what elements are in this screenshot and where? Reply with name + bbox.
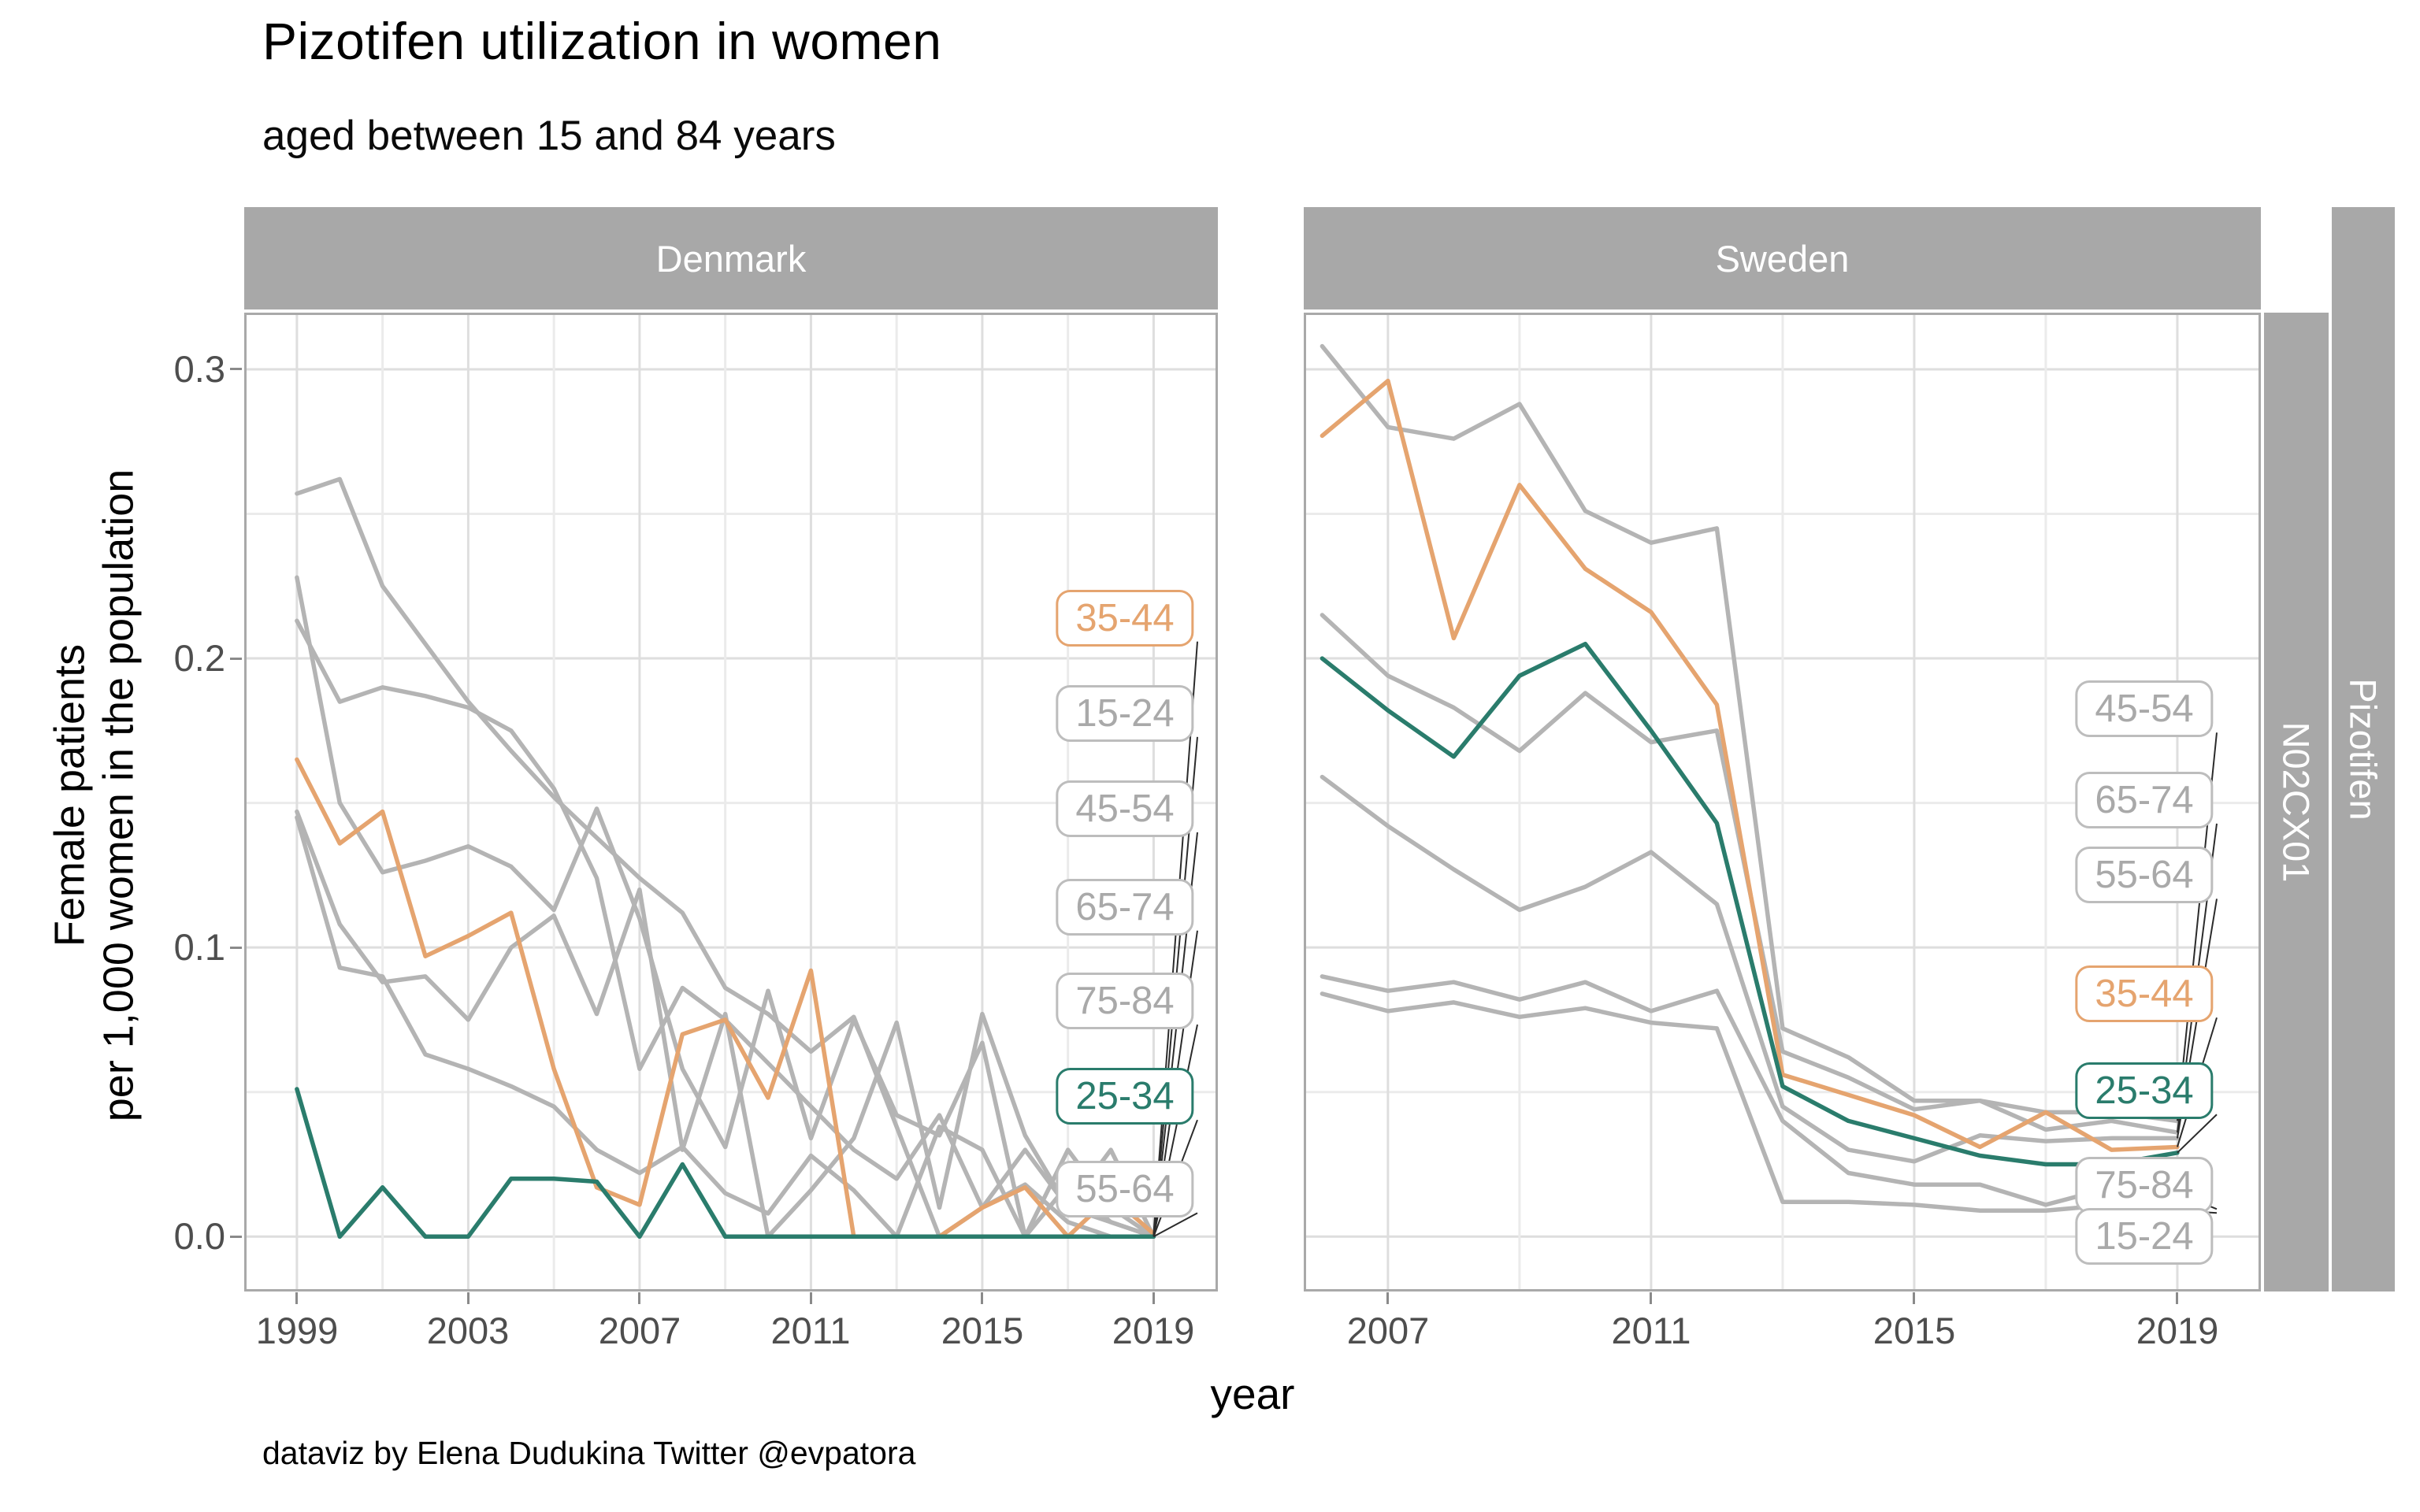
age-group-label-35-44: 35-44 — [1056, 590, 1194, 647]
facet-strip-sweden: Sweden — [1304, 207, 2261, 309]
age-group-label-55-64: 55-64 — [2075, 847, 2214, 903]
series-line-55-64 — [1319, 774, 2180, 1164]
x-tick-mark — [2176, 1292, 2178, 1304]
x-tick-mark — [1386, 1292, 1389, 1304]
y-tick-mark — [230, 368, 242, 370]
x-tick-label: 2019 — [1112, 1310, 1195, 1351]
series-line-15-24 — [295, 815, 1156, 1240]
x-tick-mark — [295, 1292, 298, 1304]
y-tick-label: 0.2 — [173, 637, 225, 679]
y-tick-label: 0.3 — [173, 348, 225, 390]
y-tick-label: 0.1 — [173, 926, 225, 968]
facet-strip-atc-code-label: N02CX01 — [2275, 721, 2318, 883]
series-line-45-54 — [1319, 343, 2180, 1124]
age-group-label-75-84: 75-84 — [2075, 1157, 2214, 1214]
panel-sweden: 45-54 65-74 55-64 35-44 25-34 75-84 15-24 — [1304, 313, 2261, 1292]
facet-strip-denmark-label: Denmark — [655, 237, 807, 280]
age-group-label-65-74: 65-74 — [2075, 772, 2214, 828]
chart-subtitle: aged between 15 and 84 years — [262, 113, 836, 159]
label-leader-line-25-34 — [2177, 1114, 2218, 1154]
x-tick-label: 2007 — [598, 1310, 681, 1351]
y-axis-title-line1: Female patients — [46, 643, 94, 947]
series-line-35-44 — [1319, 378, 2180, 1152]
series-line-75-84 — [295, 809, 1156, 1240]
age-group-label-75-84: 75-84 — [1056, 973, 1194, 1029]
age-group-label-45-54: 45-54 — [2075, 680, 2214, 737]
x-tick-label: 2003 — [426, 1310, 510, 1351]
x-tick-mark — [638, 1292, 640, 1304]
facet-strip-sweden-label: Sweden — [1715, 237, 1850, 280]
facet-strip-drug-name: Pizotifen — [2332, 207, 2395, 1292]
x-tick-mark — [981, 1292, 983, 1304]
age-group-label-25-34: 25-34 — [2075, 1062, 2214, 1119]
x-tick-mark — [1152, 1292, 1155, 1304]
x-tick-label: 2011 — [770, 1310, 851, 1351]
y-axis-title: Female patients per 1,000 women in the p… — [46, 306, 143, 1285]
x-tick-label: 2007 — [1346, 1310, 1430, 1351]
age-group-label-55-64: 55-64 — [1056, 1161, 1194, 1217]
age-group-label-15-24: 15-24 — [2075, 1208, 2214, 1265]
panel-border — [244, 313, 1218, 1292]
label-leader-line-35-44 — [1152, 641, 1198, 1234]
panel-border — [1304, 313, 2261, 1292]
x-tick-mark — [810, 1292, 812, 1304]
x-tick-label: 2019 — [2136, 1310, 2219, 1351]
x-tick-mark — [467, 1292, 470, 1304]
age-group-label-45-54: 45-54 — [1056, 780, 1194, 837]
y-tick-mark — [230, 658, 242, 660]
caption: dataviz by Elena Dudukina Twitter @evpat… — [262, 1435, 916, 1471]
series-line-25-34 — [295, 1087, 1156, 1240]
series-line-25-34 — [1319, 641, 2180, 1167]
y-tick-mark — [230, 1236, 242, 1238]
x-tick-label: 1999 — [255, 1310, 339, 1351]
series-line-75-84 — [1319, 974, 2180, 1207]
x-tick-mark — [1650, 1292, 1652, 1304]
age-group-label-15-24: 15-24 — [1056, 685, 1194, 742]
x-tick-label: 2011 — [1611, 1310, 1691, 1351]
facet-strip-drug-name-label: Pizotifen — [2342, 678, 2385, 821]
label-leader-line-55-64 — [1152, 1212, 1198, 1238]
y-tick-mark — [230, 947, 242, 949]
x-tick-label: 2015 — [1873, 1310, 1956, 1351]
age-group-label-25-34: 25-34 — [1056, 1068, 1194, 1125]
y-tick-label: 0.0 — [173, 1215, 225, 1257]
x-tick-label: 2015 — [941, 1310, 1024, 1351]
age-group-label-65-74: 65-74 — [1056, 879, 1194, 936]
series-line-35-44 — [295, 757, 1156, 1240]
y-axis-title-line2: per 1,000 women in the population — [95, 469, 143, 1122]
series-line-15-24 — [1319, 991, 2180, 1213]
x-tick-mark — [1913, 1292, 1915, 1304]
facet-strip-atc-code: N02CX01 — [2264, 313, 2329, 1292]
x-axis-title: year — [1210, 1369, 1295, 1418]
chart-title: Pizotifen utilization in women — [262, 12, 942, 70]
facet-strip-denmark: Denmark — [244, 207, 1218, 309]
age-group-label-35-44: 35-44 — [2075, 965, 2214, 1022]
panel-denmark: 35-44 15-24 45-54 65-74 75-84 25-34 55-64 — [244, 313, 1218, 1292]
